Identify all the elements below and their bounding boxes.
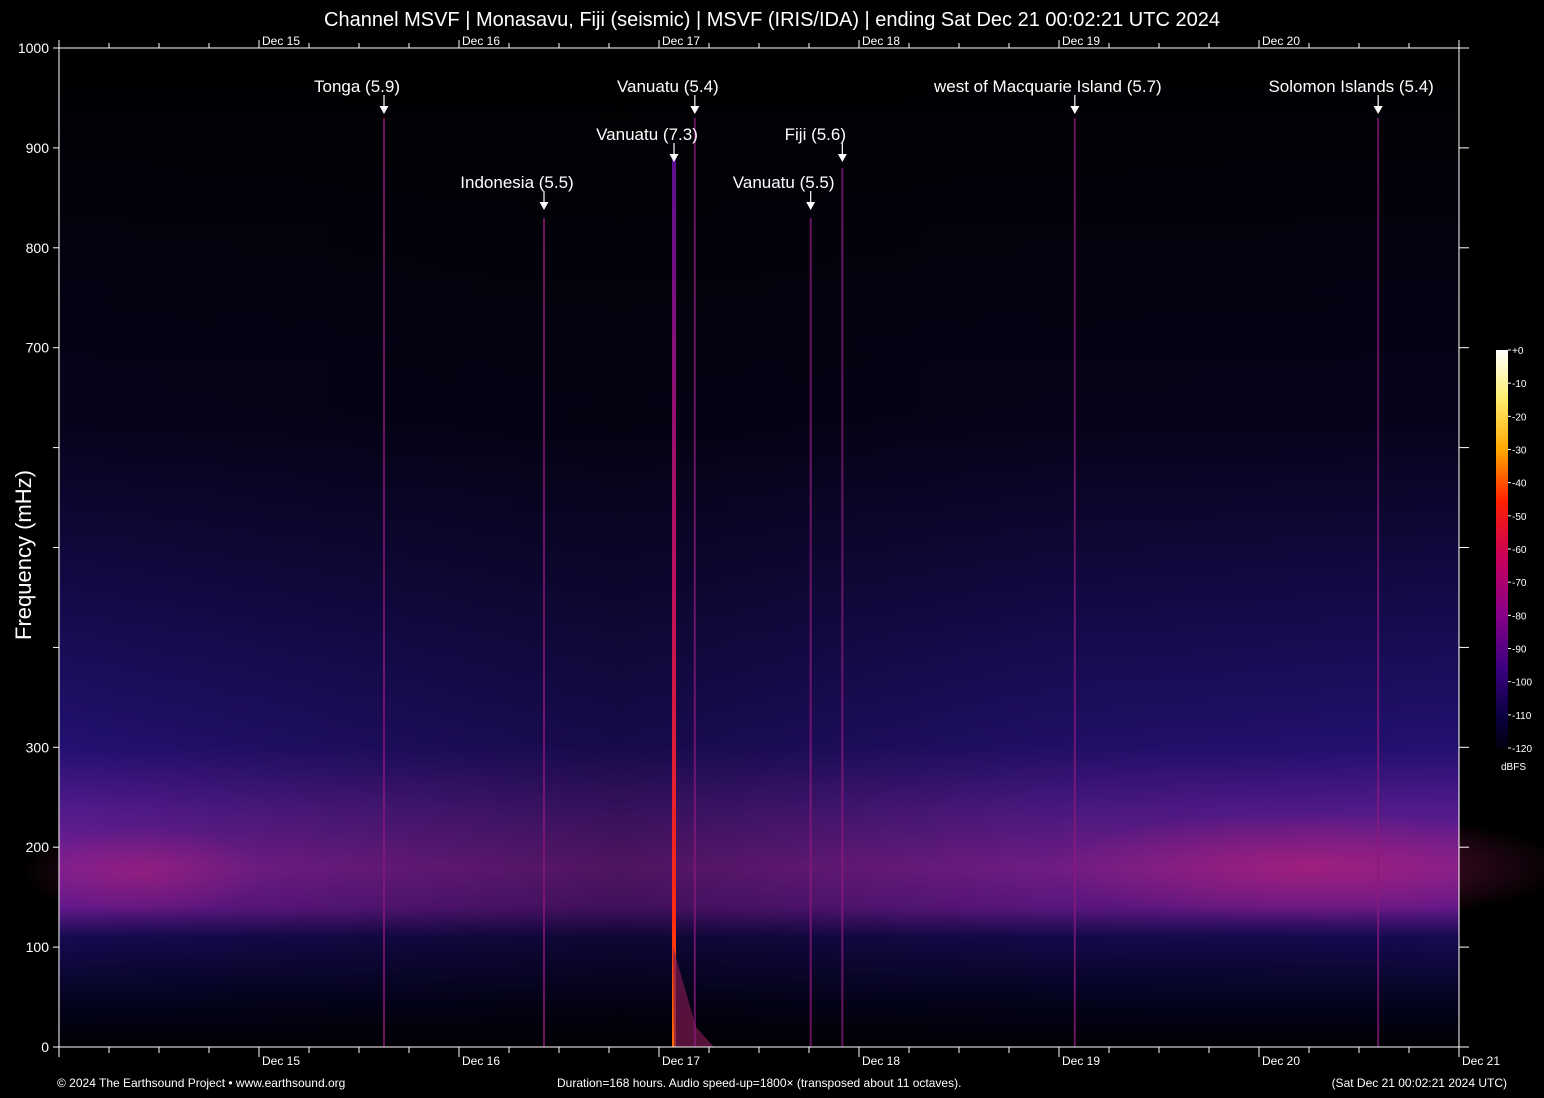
x-tick-label-top: Dec 15 [262, 34, 300, 48]
y-tick-label: 300 [26, 739, 50, 755]
event-annotation-label: Vanuatu (7.3) [596, 125, 698, 144]
footer-copyright: © 2024 The Earthsound Project • www.eart… [57, 1076, 346, 1090]
x-tick-label: Dec 20 [1262, 1054, 1300, 1068]
event-line [383, 117, 385, 1048]
event-annotation-arrowhead [690, 106, 700, 114]
x-tick-label: Dec 15 [262, 1054, 300, 1068]
x-tick-label-top: Dec 20 [1262, 34, 1300, 48]
x-tick-label-top: Dec 17 [662, 34, 700, 48]
colorbar-tick-label: -20 [1512, 412, 1527, 423]
colorbar-unit-label: dBFS [1501, 762, 1527, 773]
spectrogram-energy-glow [22, 827, 263, 918]
x-tick-label-top: Dec 16 [462, 34, 500, 48]
event-annotation-arrowhead [379, 106, 389, 114]
event-annotation-label: Solomon Islands (5.4) [1268, 77, 1433, 96]
colorbar-tick-label: -90 [1512, 645, 1527, 656]
x-tick-label: Dec 17 [662, 1054, 700, 1068]
y-tick-label: 200 [26, 839, 50, 855]
x-tick-label: Dec 16 [462, 1054, 500, 1068]
spectrogram-energy-glow [1049, 812, 1544, 923]
event-line [1377, 117, 1380, 1048]
event-line [809, 217, 812, 1047]
colorbar-tick-label: -120 [1512, 744, 1532, 755]
y-tick-label: 100 [26, 939, 50, 955]
event-line [543, 217, 545, 1047]
colorbar-tick-label: -40 [1512, 479, 1527, 490]
colorbar-tick-label: -80 [1512, 611, 1527, 622]
colorbar-tick-label: -10 [1512, 379, 1527, 390]
event-line [693, 117, 696, 1048]
event-annotation-label: Indonesia (5.5) [460, 173, 573, 192]
event-annotation-arrowhead [539, 202, 549, 210]
event-annotation-arrowhead [669, 154, 679, 162]
colorbar-tick-label: -50 [1512, 512, 1527, 523]
colorbar-tick-label: -60 [1512, 545, 1527, 556]
x-tick-label: Dec 21 [1462, 1054, 1500, 1068]
x-tick-label: Dec 18 [862, 1054, 900, 1068]
y-tick-label: 700 [26, 340, 50, 356]
chart-title: Channel MSVF | Monasavu, Fiji (seismic) … [324, 9, 1220, 31]
event-annotation-arrowhead [1070, 106, 1080, 114]
footer-duration: Duration=168 hours. Audio speed-up=1800×… [557, 1076, 962, 1090]
y-tick-label: 900 [26, 140, 50, 156]
x-tick-label: Dec 19 [1062, 1054, 1100, 1068]
event-annotation-label: Vanuatu (5.5) [733, 173, 835, 192]
x-tick-label-top: Dec 18 [862, 34, 900, 48]
event-annotation-arrowhead [837, 154, 847, 162]
event-line [841, 167, 844, 1047]
event-annotation-arrowhead [1373, 106, 1383, 114]
colorbar [1496, 350, 1508, 748]
y-tick-label: 1000 [18, 40, 49, 56]
y-axis-label: Frequency (mHz) [11, 470, 36, 640]
y-tick-label: 0 [41, 1039, 49, 1055]
colorbar-tick-label: -110 [1512, 711, 1532, 722]
colorbar-tick-label: +0 [1512, 346, 1524, 357]
event-coda [673, 947, 714, 1047]
event-annotation-label: west of Macquarie Island (5.7) [933, 77, 1162, 96]
event-annotation-label: Fiji (5.6) [785, 125, 846, 144]
colorbar-tick-label: -30 [1512, 446, 1527, 457]
event-line [1073, 117, 1076, 1048]
y-tick-label: 800 [26, 240, 50, 256]
colorbar-tick-label: -70 [1512, 578, 1527, 589]
colorbar-tick-label: -100 [1512, 678, 1532, 689]
event-annotation-label: Tonga (5.9) [314, 77, 400, 96]
x-tick-label-top: Dec 19 [1062, 34, 1100, 48]
event-annotation-arrowhead [806, 202, 816, 210]
event-annotation-label: Vanuatu (5.4) [617, 77, 719, 96]
event-line [672, 157, 676, 1047]
footer-timestamp: (Sat Dec 21 00:02:21 2024 UTC) [1331, 1076, 1507, 1090]
